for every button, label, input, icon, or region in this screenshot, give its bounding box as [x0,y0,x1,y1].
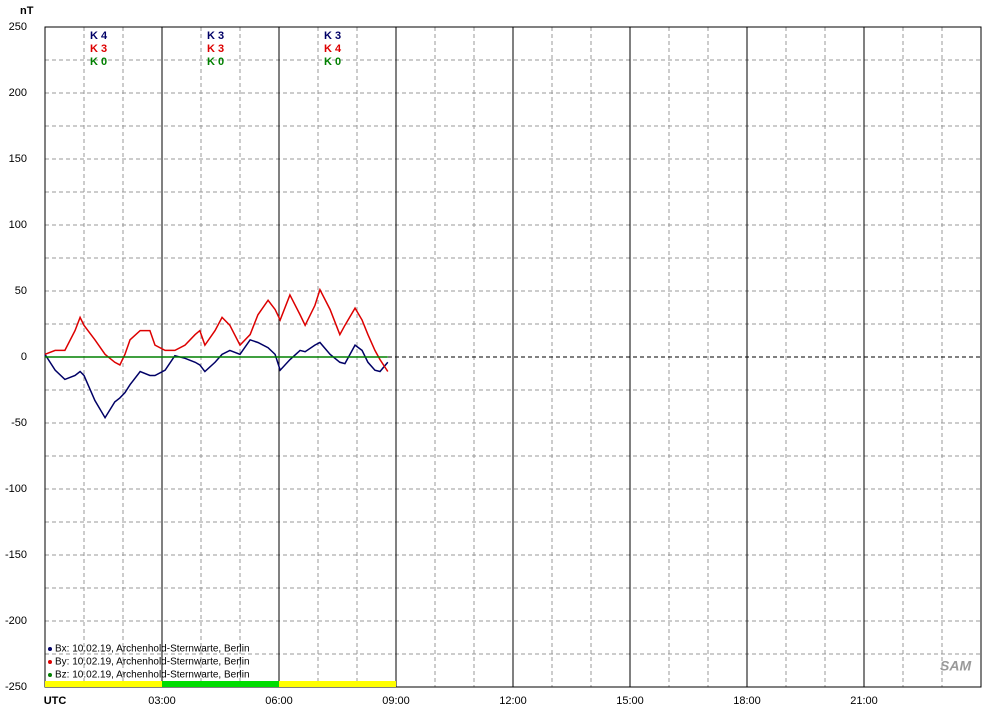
y-tick-label: -200 [5,615,27,627]
k-index: K 3 [324,30,341,42]
x-tick-label: 21:00 [850,695,878,707]
y-tick-label: 50 [15,285,27,297]
y-tick-label: 200 [9,87,27,99]
status-segment [162,681,279,687]
x-tick-label: 15:00 [616,695,644,707]
x-tick-label: 18:00 [733,695,761,707]
status-segment [279,681,396,687]
y-tick-label: -150 [5,549,27,561]
y-tick-label: 150 [9,153,27,165]
legend-marker [48,673,52,677]
y-tick-label: -100 [5,483,27,495]
legend-label: By: 10.02.19, Archenhold-Sternwarte, Ber… [55,657,250,668]
status-segment [45,681,162,687]
y-tick-label: -50 [11,417,27,429]
k-index: K 4 [324,43,342,55]
legend-label: Bx: 10.02.19, Archenhold-Sternwarte, Ber… [55,644,250,655]
k-index: K 0 [90,56,107,68]
legend-label: Bz: 10.02.19, Archenhold-Sternwarte, Ber… [55,670,250,681]
x-tick-label: 12:00 [499,695,527,707]
k-index: K 3 [90,43,107,55]
x-tick-label: UTC [44,695,67,707]
y-tick-label: 100 [9,219,27,231]
logo: SAM [940,658,971,674]
series-line [44,338,389,420]
y-tick-label: 0 [21,351,27,363]
k-index: K 3 [207,43,224,55]
k-index: K 0 [207,56,224,68]
legend-marker [48,647,52,651]
series-line [44,287,389,372]
k-index: K 3 [207,30,224,42]
k-index: K 0 [324,56,341,68]
x-tick-label: 09:00 [382,695,410,707]
x-tick-label: 06:00 [265,695,293,707]
legend-marker [48,660,52,664]
x-tick-label: 03:00 [148,695,176,707]
k-index: K 4 [90,30,108,42]
y-tick-label: -250 [5,681,27,693]
y-tick-label: 250 [9,21,27,33]
y-axis-label: nT [20,5,34,17]
